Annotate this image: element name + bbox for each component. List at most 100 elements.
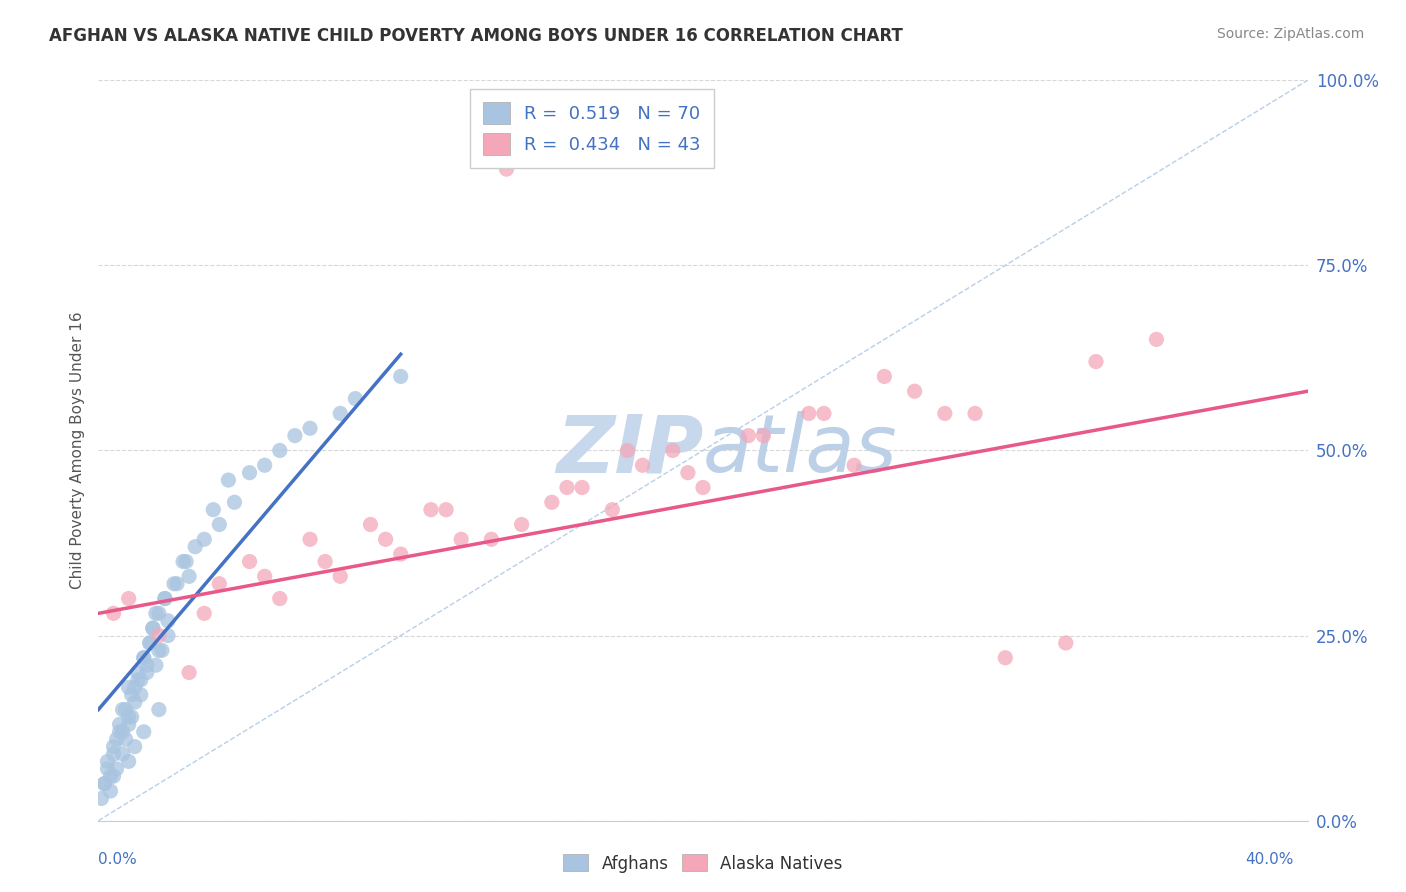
Point bbox=[124, 681, 146, 695]
Point bbox=[193, 533, 215, 547]
Point bbox=[692, 480, 714, 494]
Point bbox=[184, 540, 207, 554]
Point bbox=[631, 458, 654, 473]
Text: 40.0%: 40.0% bbox=[1246, 852, 1294, 867]
Point bbox=[661, 443, 683, 458]
Point bbox=[153, 591, 176, 606]
Point bbox=[179, 569, 201, 583]
Point bbox=[103, 607, 125, 621]
Point bbox=[103, 769, 125, 783]
Point bbox=[166, 576, 188, 591]
Point bbox=[114, 703, 136, 717]
Point bbox=[873, 369, 896, 384]
Point bbox=[299, 533, 322, 547]
Point bbox=[314, 554, 336, 569]
Point bbox=[253, 458, 276, 473]
Point bbox=[135, 658, 157, 673]
Point bbox=[139, 636, 162, 650]
Point bbox=[127, 665, 149, 680]
Point bbox=[299, 421, 322, 435]
Legend: R =  0.519   N = 70, R =  0.434   N = 43: R = 0.519 N = 70, R = 0.434 N = 43 bbox=[470, 89, 713, 168]
Point bbox=[934, 407, 956, 421]
Point bbox=[148, 643, 170, 657]
Text: AFGHAN VS ALASKA NATIVE CHILD POVERTY AMONG BOYS UNDER 16 CORRELATION CHART: AFGHAN VS ALASKA NATIVE CHILD POVERTY AM… bbox=[49, 27, 903, 45]
Point bbox=[540, 495, 562, 509]
Legend: Afghans, Alaska Natives: Afghans, Alaska Natives bbox=[557, 847, 849, 880]
Point bbox=[127, 673, 149, 687]
Point bbox=[118, 681, 141, 695]
Text: Source: ZipAtlas.com: Source: ZipAtlas.com bbox=[1216, 27, 1364, 41]
Point bbox=[676, 466, 699, 480]
Point bbox=[420, 502, 443, 516]
Point bbox=[269, 443, 291, 458]
Point bbox=[555, 480, 578, 494]
Point bbox=[797, 407, 820, 421]
Point bbox=[389, 369, 412, 384]
Point bbox=[111, 724, 134, 739]
Point bbox=[148, 703, 170, 717]
Point bbox=[118, 710, 141, 724]
Point bbox=[148, 607, 170, 621]
Point bbox=[100, 769, 122, 783]
Point bbox=[124, 739, 146, 754]
Text: 0.0%: 0.0% bbox=[98, 852, 138, 867]
Point bbox=[737, 428, 759, 442]
Point bbox=[224, 495, 246, 509]
Point bbox=[208, 517, 231, 532]
Point bbox=[994, 650, 1017, 665]
Point bbox=[132, 724, 155, 739]
Point bbox=[118, 755, 141, 769]
Y-axis label: Child Poverty Among Boys Under 16: Child Poverty Among Boys Under 16 bbox=[69, 311, 84, 590]
Point bbox=[145, 607, 167, 621]
Point bbox=[100, 784, 122, 798]
Point bbox=[269, 591, 291, 606]
Point bbox=[148, 628, 170, 642]
Point bbox=[616, 443, 638, 458]
Point bbox=[142, 621, 165, 635]
Point bbox=[495, 162, 517, 177]
Point bbox=[129, 673, 152, 687]
Point bbox=[96, 755, 118, 769]
Point bbox=[904, 384, 927, 399]
Point bbox=[510, 517, 533, 532]
Point bbox=[329, 407, 352, 421]
Point bbox=[156, 628, 179, 642]
Point bbox=[253, 569, 276, 583]
Point bbox=[163, 576, 186, 591]
Point bbox=[105, 762, 128, 776]
Point bbox=[239, 554, 262, 569]
Point bbox=[571, 480, 593, 494]
Point bbox=[93, 776, 115, 791]
Point bbox=[208, 576, 231, 591]
Point bbox=[150, 643, 173, 657]
Point bbox=[114, 732, 136, 747]
Point bbox=[602, 502, 624, 516]
Point bbox=[121, 710, 143, 724]
Point bbox=[752, 428, 775, 442]
Text: ZIP: ZIP bbox=[555, 411, 703, 490]
Point bbox=[108, 724, 131, 739]
Point bbox=[103, 747, 125, 761]
Point bbox=[1085, 354, 1108, 368]
Point bbox=[118, 717, 141, 731]
Point bbox=[129, 688, 152, 702]
Point bbox=[360, 517, 382, 532]
Point bbox=[844, 458, 866, 473]
Point bbox=[284, 428, 307, 442]
Point bbox=[105, 732, 128, 747]
Point bbox=[202, 502, 225, 516]
Point bbox=[813, 407, 835, 421]
Text: atlas: atlas bbox=[703, 411, 898, 490]
Point bbox=[118, 591, 141, 606]
Point bbox=[108, 717, 131, 731]
Point bbox=[139, 636, 162, 650]
Point bbox=[965, 407, 987, 421]
Point bbox=[481, 533, 503, 547]
Point bbox=[374, 533, 396, 547]
Point bbox=[135, 665, 157, 680]
Point bbox=[193, 607, 215, 621]
Point bbox=[1144, 333, 1167, 347]
Point bbox=[142, 621, 165, 635]
Point bbox=[239, 466, 262, 480]
Point bbox=[121, 688, 143, 702]
